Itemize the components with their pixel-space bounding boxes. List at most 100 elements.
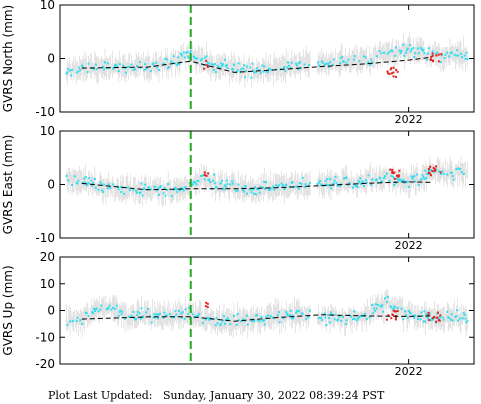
data-point <box>284 70 287 73</box>
data-point <box>189 49 192 52</box>
data-point <box>402 318 405 321</box>
data-point <box>408 44 411 47</box>
data-point <box>273 188 276 191</box>
data-point <box>90 179 93 182</box>
data-point <box>142 315 145 318</box>
data-point <box>94 63 97 66</box>
data-point <box>406 47 409 50</box>
data-point <box>97 310 100 313</box>
data-point <box>426 315 429 318</box>
data-point <box>365 317 368 320</box>
data-point <box>297 310 300 313</box>
data-point <box>384 175 387 178</box>
data-point <box>214 71 217 74</box>
data-point <box>328 184 331 187</box>
data-point <box>431 50 434 53</box>
data-point <box>291 181 294 184</box>
data-point <box>209 181 212 184</box>
data-point <box>371 61 374 64</box>
y-axis-label: GVRS North (mm) <box>1 5 15 112</box>
recent-point <box>431 54 434 57</box>
plot-updated-label: Plot Last Updated: <box>48 389 153 402</box>
data-point <box>317 61 320 64</box>
recent-point <box>390 72 393 75</box>
data-point <box>166 58 169 61</box>
data-point <box>219 324 222 327</box>
data-point <box>414 314 417 317</box>
data-point <box>368 316 371 319</box>
data-point <box>136 313 139 316</box>
data-point <box>93 177 96 180</box>
data-point <box>424 169 427 172</box>
data-point <box>195 183 198 186</box>
data-point <box>451 175 454 178</box>
data-point <box>245 314 248 317</box>
data-point <box>319 183 322 186</box>
data-point <box>232 68 235 71</box>
data-point <box>460 171 463 174</box>
data-point <box>215 317 218 320</box>
recent-point <box>392 309 395 312</box>
data-point <box>359 177 362 180</box>
data-point <box>460 56 463 59</box>
data-point <box>417 52 420 55</box>
data-point <box>157 187 160 190</box>
recent-point <box>392 172 395 175</box>
data-point <box>409 312 412 315</box>
data-point <box>139 66 142 69</box>
data-point <box>463 313 466 316</box>
data-point <box>200 57 203 60</box>
data-point <box>383 51 386 54</box>
recent-point <box>203 171 206 174</box>
data-point <box>365 181 368 184</box>
data-point <box>297 187 300 190</box>
data-point <box>455 54 458 57</box>
data-point <box>295 311 298 314</box>
data-point <box>412 46 415 49</box>
data-point <box>92 182 95 185</box>
recent-point <box>203 174 206 177</box>
data-point <box>223 58 226 61</box>
data-point <box>76 182 79 185</box>
data-point <box>102 190 105 193</box>
data-point <box>65 72 68 75</box>
data-point <box>220 62 223 65</box>
data-point <box>459 317 462 320</box>
data-point <box>318 181 321 184</box>
data-point <box>216 322 219 325</box>
recent-point <box>433 315 436 318</box>
data-point <box>259 185 262 188</box>
data-point <box>450 313 453 316</box>
data-point <box>197 179 200 182</box>
data-point <box>184 308 187 311</box>
data-point <box>394 54 397 57</box>
data-point <box>287 64 290 67</box>
data-point <box>207 64 210 67</box>
data-point <box>434 317 437 320</box>
data-point <box>101 189 104 192</box>
data-point <box>332 182 335 185</box>
data-point <box>409 50 412 53</box>
data-point <box>373 309 376 312</box>
data-point <box>191 183 194 186</box>
data-point <box>331 63 334 66</box>
data-point <box>431 318 434 321</box>
data-point <box>140 182 143 185</box>
data-point <box>375 307 378 310</box>
data-point <box>94 186 97 189</box>
data-point <box>285 311 288 314</box>
data-point <box>122 64 125 67</box>
data-point <box>325 62 328 65</box>
data-point <box>384 297 387 300</box>
recent-points-2 <box>204 301 442 323</box>
data-point <box>83 181 86 184</box>
data-point <box>329 321 332 324</box>
data-point <box>134 68 137 71</box>
data-point <box>264 323 267 326</box>
data-point <box>168 65 171 68</box>
data-point <box>234 189 237 192</box>
data-point <box>385 172 388 175</box>
data-point <box>136 191 139 194</box>
data-point <box>411 177 414 180</box>
data-point <box>114 307 117 310</box>
